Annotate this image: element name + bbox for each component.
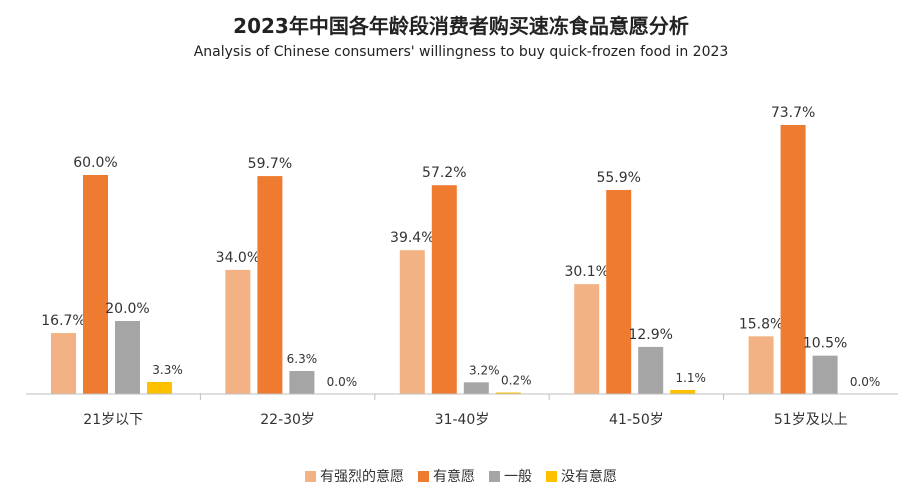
data-label-4-series-3: 12.9%: [628, 327, 672, 343]
legend-swatch-willing: [418, 470, 429, 482]
bar-3-series-2: [431, 185, 457, 394]
x-tick-label-5: 51岁及以上: [774, 412, 848, 428]
data-label-5-series-1: 15.8%: [739, 316, 783, 332]
legend-swatch-strong: [305, 470, 316, 482]
data-label-5-series-2: 73.7%: [771, 105, 815, 121]
chart-subtitle: Analysis of Chinese consumers' willingne…: [193, 44, 729, 60]
legend-label-strong: 有强烈的意愿: [320, 469, 404, 485]
data-label-2-series-2: 59.7%: [248, 156, 292, 172]
data-label-5-series-3: 10.5%: [803, 336, 847, 352]
legend-item-willing: 有意愿: [418, 466, 475, 486]
bar-5-series-1: [748, 336, 774, 394]
legend-item-strong: 有强烈的意愿: [305, 466, 404, 486]
legend-label-unwilling: 没有意愿: [561, 469, 617, 485]
data-label-2-series-4: 0.0%: [327, 375, 358, 389]
data-label-4-series-4: 1.1%: [675, 371, 706, 385]
legend: 有强烈的意愿 有意愿 一般 没有意愿: [0, 466, 922, 486]
bar-1-series-3: [115, 321, 140, 394]
legend-swatch-neutral: [489, 470, 500, 482]
bar-3-series-4: [495, 392, 521, 394]
x-tick-label-3: 31-40岁: [435, 412, 490, 428]
bar-2-series-2: [257, 176, 283, 394]
data-label-1-series-4: 3.3%: [152, 363, 183, 377]
bar-4-series-4: [670, 389, 696, 394]
bar-1-series-1: [51, 333, 76, 394]
legend-label-willing: 有意愿: [433, 469, 475, 485]
data-label-1-series-1: 16.7%: [41, 313, 85, 329]
data-label-2-series-3: 6.3%: [287, 352, 318, 366]
bar-5-series-2: [780, 125, 806, 394]
data-label-4-series-1: 30.1%: [564, 264, 608, 280]
data-label-3-series-4: 0.2%: [501, 374, 532, 388]
x-tick-label-2: 22-30岁: [260, 412, 315, 428]
data-label-3-series-3: 3.2%: [469, 363, 500, 377]
legend-label-neutral: 一般: [504, 469, 532, 485]
bar-3-series-1: [399, 250, 425, 394]
data-label-3-series-2: 57.2%: [422, 165, 466, 181]
data-label-2-series-1: 34.0%: [216, 250, 260, 266]
data-label-1-series-2: 60.0%: [73, 155, 117, 171]
bar-3-series-3: [463, 382, 489, 394]
data-label-3-series-1: 39.4%: [390, 230, 434, 246]
bar-4-series-3: [638, 346, 664, 394]
bar-4-series-1: [574, 284, 600, 394]
bar-4-series-2: [606, 189, 632, 394]
bar-2-series-1: [225, 269, 251, 394]
bar-2-series-3: [289, 371, 315, 394]
chart-title: 2023年中国各年龄段消费者购买速冻食品意愿分析: [233, 14, 689, 38]
data-label-1-series-3: 20.0%: [105, 301, 149, 317]
bar-1-series-2: [83, 175, 108, 394]
x-tick-label-4: 41-50岁: [609, 412, 664, 428]
x-tick-label-1: 21岁以下: [83, 412, 143, 428]
legend-item-neutral: 一般: [489, 466, 532, 486]
bar-1-series-4: [147, 381, 172, 394]
legend-item-unwilling: 没有意愿: [546, 466, 617, 486]
bar-5-series-3: [812, 355, 838, 394]
legend-swatch-unwilling: [546, 470, 557, 482]
data-label-5-series-4: 0.0%: [850, 375, 881, 389]
data-label-4-series-2: 55.9%: [596, 170, 640, 186]
